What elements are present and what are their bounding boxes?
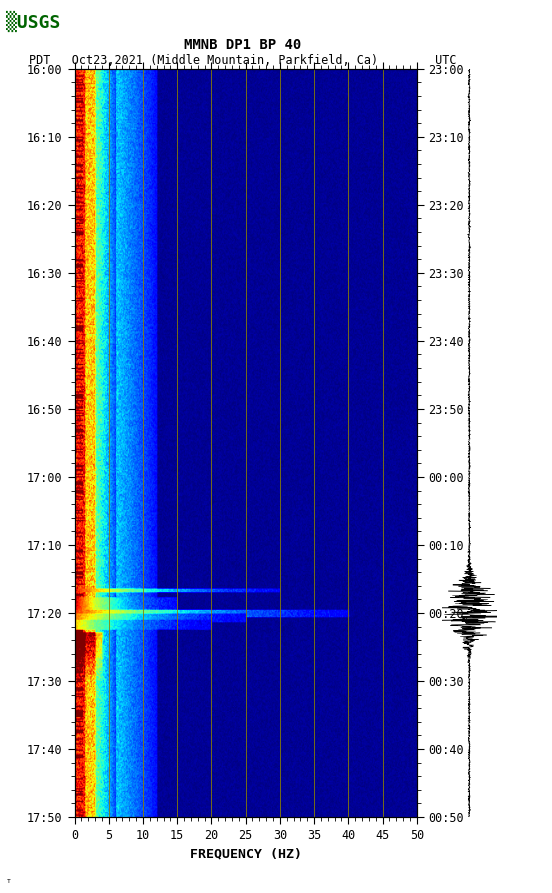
X-axis label: FREQUENCY (HZ): FREQUENCY (HZ) [190, 847, 301, 861]
Text: PDT   Oct23,2021 (Middle Mountain, Parkfield, Ca)        UTC: PDT Oct23,2021 (Middle Mountain, Parkfie… [29, 54, 457, 67]
Text: ᵀ: ᵀ [6, 879, 12, 889]
Text: MMNB DP1 BP 40: MMNB DP1 BP 40 [184, 38, 301, 52]
Text: ▒USGS: ▒USGS [6, 11, 60, 32]
